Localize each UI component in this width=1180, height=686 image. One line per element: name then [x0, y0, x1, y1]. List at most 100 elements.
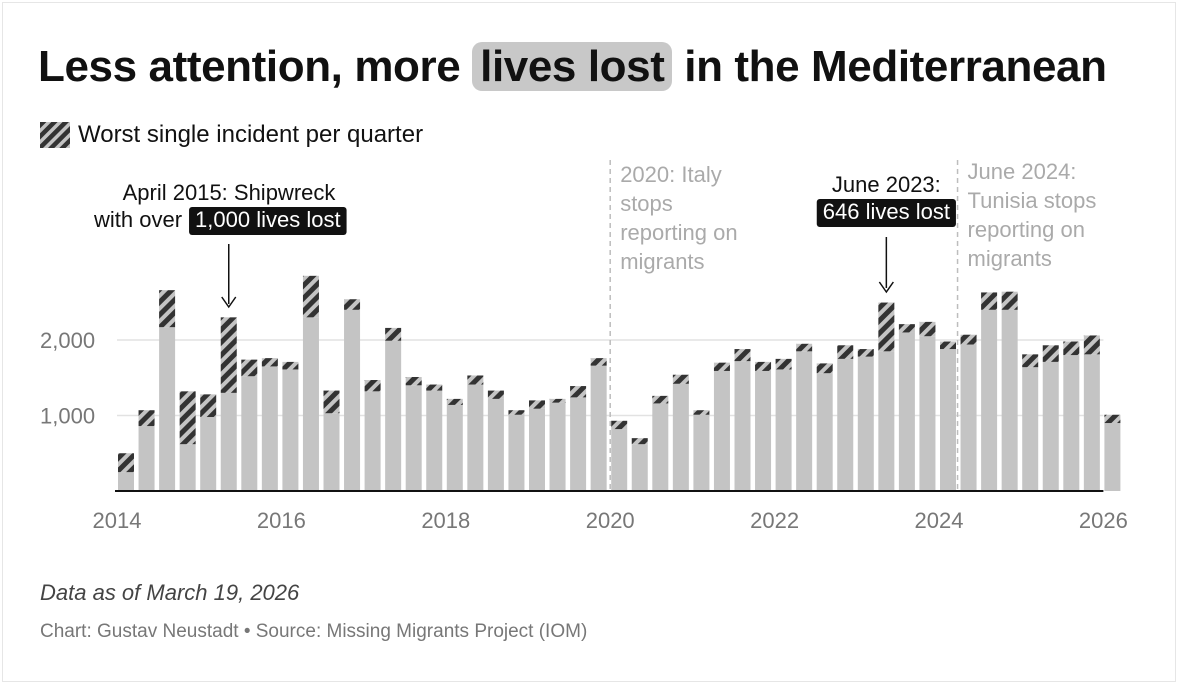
- bar-worst-incident-segment: [200, 394, 217, 418]
- y-tick-label: 2,000: [40, 328, 95, 353]
- bar-worst-incident-segment: [344, 299, 361, 310]
- bar-worst-incident-segment: [672, 374, 689, 384]
- bar-2026-q1: [1104, 414, 1121, 491]
- bar-2021-q3: [734, 349, 751, 491]
- annotation-line: June 2023:: [832, 172, 941, 197]
- bar-2015-q1: [200, 394, 217, 491]
- bar-2017-q1: [364, 380, 381, 491]
- hatch-swatch-icon: [40, 122, 70, 148]
- bars: [118, 275, 1121, 491]
- bar-worst-incident-segment: [385, 327, 402, 341]
- x-tick-label: 2016: [257, 508, 306, 533]
- x-tick-label: 2014: [93, 508, 142, 533]
- bar-base-segment: [241, 376, 258, 491]
- bar-base-segment: [261, 366, 278, 491]
- bar-base-segment: [344, 309, 361, 491]
- bar-worst-incident-segment: [570, 386, 587, 398]
- bar-base-segment: [734, 361, 751, 491]
- bar-worst-incident-segment: [693, 410, 710, 415]
- bar-worst-incident-segment: [138, 410, 155, 427]
- bar-2020-q1: [611, 420, 628, 491]
- bar-worst-incident-segment: [960, 334, 977, 345]
- bar-2015-q3: [241, 359, 258, 491]
- bar-base-segment: [385, 340, 402, 491]
- bar-base-segment: [118, 472, 134, 491]
- bar-2015-q2: [220, 317, 237, 491]
- reference-note: June 2024: Tunisia stops reporting on migra…: [968, 159, 1097, 271]
- bar-2023-q1: [857, 349, 874, 491]
- reference-note-line: 2020: Italy: [620, 162, 722, 187]
- bar-worst-incident-segment: [261, 358, 278, 367]
- bar-base-segment: [713, 370, 730, 491]
- bar-base-segment: [1042, 361, 1059, 491]
- bar-2016-q3: [323, 390, 340, 491]
- reference-note-line: migrants: [620, 249, 704, 274]
- bar-worst-incident-segment: [796, 343, 813, 352]
- bar-worst-incident-segment: [179, 391, 196, 445]
- bar-base-segment: [755, 370, 772, 491]
- bar-base-segment: [940, 349, 956, 491]
- bar-base-segment: [1104, 423, 1121, 491]
- bar-worst-incident-segment: [1104, 414, 1121, 424]
- x-tick-label: 2026: [1079, 508, 1128, 533]
- bar-worst-incident-segment: [940, 341, 956, 350]
- bar-worst-incident-segment: [1083, 335, 1100, 355]
- bar-worst-incident-segment: [118, 453, 134, 473]
- bar-worst-incident-segment: [837, 345, 854, 359]
- bar-worst-incident-segment: [919, 321, 936, 337]
- reference-lines: 2020: Italy stops reporting on migrants June…: [609, 159, 1097, 491]
- bar-2016-q2: [302, 275, 319, 491]
- bar-2023-q3: [898, 324, 915, 491]
- bar-worst-incident-segment: [652, 395, 669, 404]
- bar-base-segment: [179, 444, 196, 491]
- bar-worst-incident-segment: [1063, 341, 1080, 356]
- bar-worst-incident-segment: [898, 324, 915, 333]
- bar-base-segment: [220, 392, 237, 491]
- bar-base-segment: [487, 398, 504, 491]
- bar-base-segment: [1083, 354, 1100, 491]
- bar-2016-q4: [344, 299, 361, 491]
- bar-2019-q4: [590, 358, 607, 491]
- bar-base-segment: [508, 414, 525, 491]
- bar-worst-incident-segment: [857, 349, 874, 357]
- annotation-line: April 2015: Shipwreck: [123, 180, 337, 205]
- annotation-arrow-head: [221, 296, 237, 309]
- bar-worst-incident-segment: [220, 317, 237, 393]
- bar-base-segment: [323, 413, 340, 491]
- reference-note-line: Tunisia stops: [968, 188, 1097, 213]
- annotation-highlight-box: [816, 199, 956, 227]
- bar-2022-q3: [816, 363, 833, 491]
- bar-base-segment: [775, 369, 792, 491]
- bar-worst-incident-segment: [775, 358, 792, 370]
- bar-2020-q3: [652, 395, 669, 491]
- bar-worst-incident-segment: [878, 302, 895, 352]
- reference-note: 2020: Italy stops reporting on migrants: [620, 162, 737, 274]
- bar-2021-q4: [755, 361, 772, 491]
- bar-base-segment: [796, 351, 813, 491]
- bar-base-segment: [446, 404, 463, 491]
- bar-base-segment: [1063, 355, 1080, 491]
- bar-worst-incident-segment: [302, 275, 319, 318]
- y-tick-label: 1,000: [40, 404, 95, 429]
- bar-2024-q3: [981, 292, 998, 491]
- bar-base-segment: [570, 397, 587, 491]
- bar-worst-incident-segment: [241, 359, 258, 377]
- bar-worst-incident-segment: [981, 292, 998, 310]
- bar-base-segment: [200, 417, 217, 491]
- x-axis: 2014 2016 2018 2020 2022 2024 2026: [93, 490, 1128, 533]
- bar-base-segment: [282, 369, 299, 491]
- bar-base-segment: [981, 309, 998, 491]
- x-tick-label: 2024: [915, 508, 964, 533]
- bar-worst-incident-segment: [816, 363, 833, 374]
- bar-2025-q4: [1083, 335, 1100, 491]
- bar-base-segment: [405, 385, 422, 491]
- bar-base-segment: [631, 444, 648, 491]
- bar-worst-incident-segment: [323, 390, 340, 414]
- chart-title: Less attention, more lives lost in the M…: [38, 38, 1107, 96]
- bar-base-segment: [467, 384, 484, 491]
- bar-base-segment: [1022, 367, 1039, 491]
- bar-base-segment: [426, 390, 443, 491]
- bar-2018-q4: [508, 410, 525, 491]
